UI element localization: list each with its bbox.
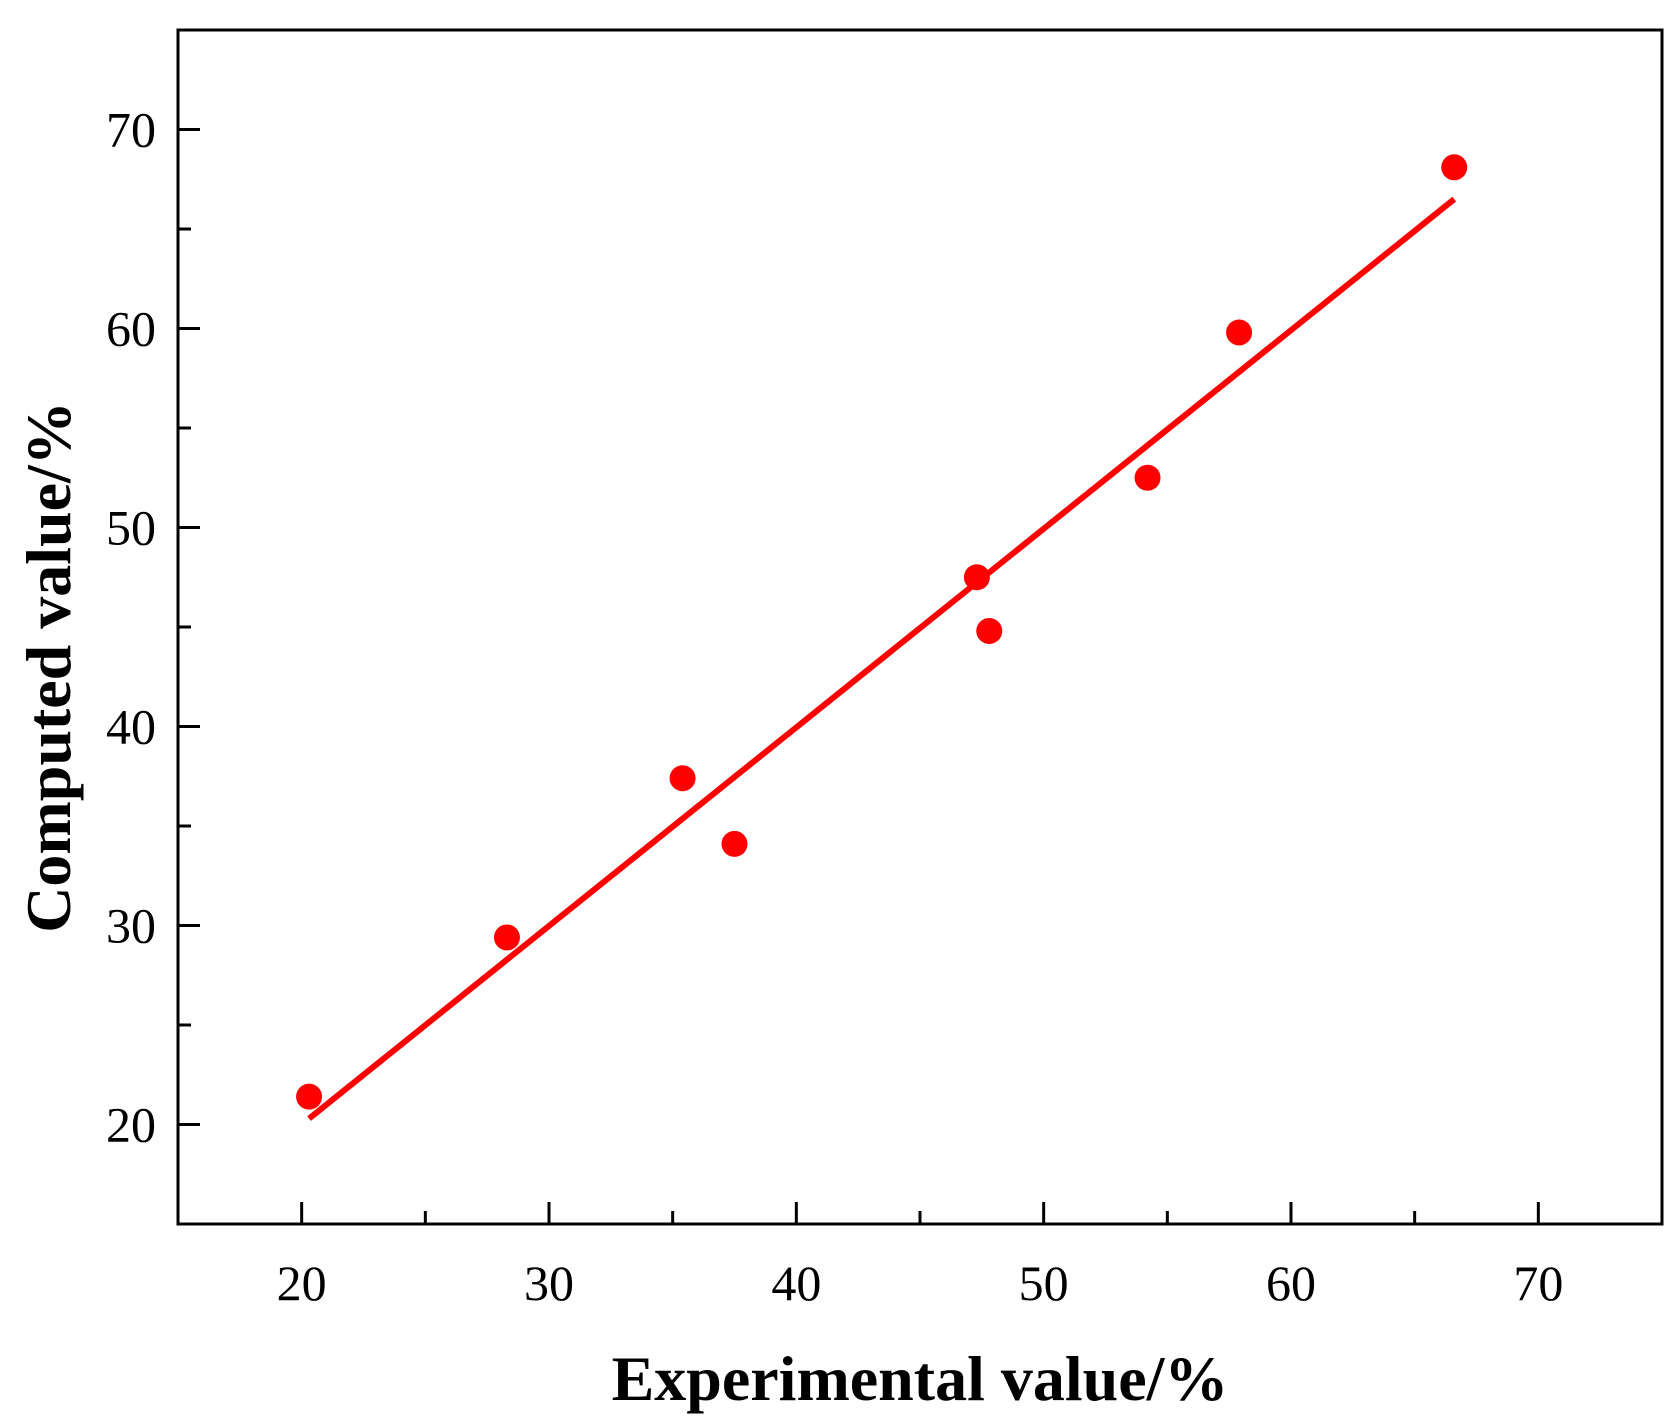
- tick-layer: [178, 128, 1540, 1224]
- y-tick-label: 30: [106, 898, 156, 954]
- fit-line: [307, 196, 1457, 1121]
- series-layer: [296, 154, 1468, 1121]
- data-point: [721, 830, 748, 857]
- data-point: [296, 1083, 323, 1110]
- y-tick-label: 40: [106, 699, 156, 755]
- x-tick-label: 20: [277, 1255, 327, 1311]
- y-tick-label: 70: [106, 102, 156, 158]
- data-point: [1226, 319, 1253, 346]
- y-axis-title: Computed value/%: [13, 401, 84, 933]
- data-point: [1134, 464, 1161, 491]
- y-tick-label: 20: [106, 1097, 156, 1153]
- x-tick-label: 50: [1019, 1255, 1069, 1311]
- data-point: [1441, 154, 1468, 181]
- data-point: [669, 765, 696, 792]
- data-point: [963, 564, 990, 591]
- x-tick-label: 60: [1266, 1255, 1316, 1311]
- x-tick-label: 30: [524, 1255, 574, 1311]
- x-tick-label: 70: [1513, 1255, 1563, 1311]
- x-axis-title: Experimental value/%: [612, 1343, 1229, 1414]
- y-tick-label: 60: [106, 301, 156, 357]
- y-tick-label: 50: [106, 500, 156, 556]
- data-point: [493, 924, 520, 951]
- data-point: [976, 617, 1003, 644]
- x-tick-label: 40: [771, 1255, 821, 1311]
- tick-label-layer: 20 30 40 50 60 70 20 30 40 50 60 70: [106, 102, 1563, 1312]
